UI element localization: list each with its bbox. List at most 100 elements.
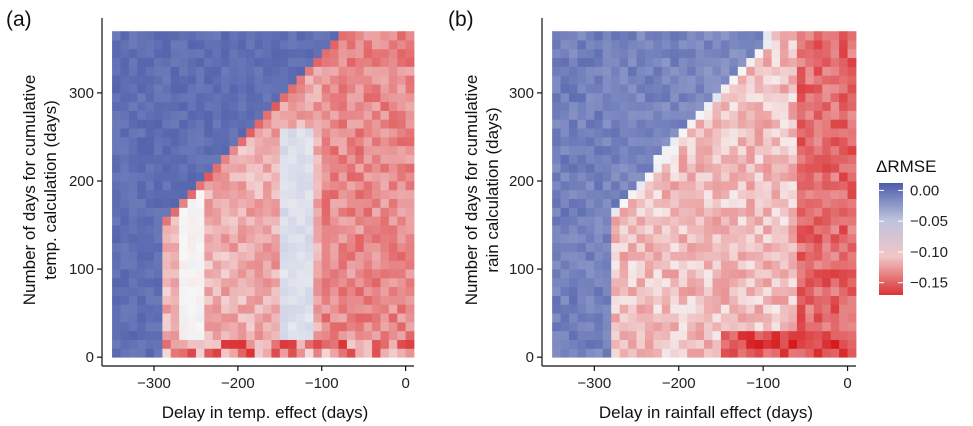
heatmap-cell bbox=[288, 330, 297, 340]
heatmap-cell bbox=[246, 242, 256, 252]
heatmap-cell bbox=[237, 101, 247, 111]
heatmap-cell bbox=[737, 330, 747, 340]
heatmap-cell bbox=[569, 163, 578, 173]
heatmap-cell bbox=[746, 101, 756, 111]
heatmap-cell bbox=[594, 145, 604, 155]
heatmap-cell bbox=[729, 321, 739, 332]
heatmap-cell bbox=[678, 110, 688, 120]
heatmap-cell bbox=[644, 286, 654, 296]
heatmap-cell bbox=[577, 269, 587, 279]
heatmap-cell bbox=[137, 269, 147, 279]
heatmap-cell bbox=[338, 286, 348, 296]
heatmap-cell bbox=[737, 198, 747, 208]
heatmap-cell bbox=[611, 57, 621, 67]
heatmap-cell bbox=[560, 136, 570, 147]
heatmap-cell bbox=[405, 286, 415, 296]
heatmap-cell bbox=[636, 128, 646, 138]
heatmap-cell bbox=[296, 225, 306, 235]
heatmap-cell bbox=[644, 172, 654, 182]
heatmap-cell bbox=[321, 180, 331, 191]
heatmap-cell bbox=[552, 31, 561, 41]
heatmap-cell bbox=[397, 57, 407, 67]
heatmap-cell bbox=[619, 101, 629, 111]
heatmap-cell bbox=[805, 75, 815, 85]
heatmap-cell bbox=[704, 31, 713, 41]
heatmap-cell bbox=[611, 330, 621, 340]
heatmap-cell bbox=[288, 295, 297, 305]
heatmap-cell bbox=[695, 189, 705, 200]
heatmap-cell bbox=[195, 207, 205, 217]
heatmap-cell bbox=[397, 313, 407, 323]
heatmap-cell bbox=[644, 216, 654, 226]
heatmap-cell bbox=[687, 225, 697, 235]
heatmap-cell bbox=[569, 145, 578, 155]
heatmap-cell bbox=[229, 163, 239, 173]
heatmap-cell bbox=[805, 66, 815, 76]
heatmap-cell bbox=[187, 269, 197, 279]
heatmap-cell bbox=[661, 92, 671, 103]
heatmap-cell bbox=[212, 295, 222, 305]
heatmap-cell bbox=[560, 321, 570, 332]
heatmap-cell bbox=[720, 348, 730, 358]
heatmap-cell bbox=[170, 92, 180, 103]
heatmap-cell bbox=[330, 260, 339, 270]
heatmap-cell bbox=[720, 101, 730, 111]
heatmap-cell bbox=[602, 110, 612, 120]
heatmap-cell bbox=[170, 145, 180, 155]
heatmap-cell bbox=[653, 233, 663, 244]
heatmap-cell bbox=[653, 48, 663, 59]
heatmap-cell bbox=[187, 57, 197, 67]
heatmap-cell bbox=[246, 40, 256, 50]
heatmap-cell bbox=[771, 233, 781, 244]
heatmap-cell bbox=[746, 136, 756, 147]
heatmap-cell bbox=[154, 101, 163, 111]
heatmap-cell bbox=[822, 339, 832, 349]
heatmap-cell bbox=[602, 84, 612, 94]
heatmap-cell bbox=[195, 110, 205, 120]
heatmap-cell bbox=[112, 225, 121, 235]
heatmap-cell bbox=[560, 84, 570, 94]
heatmap-cell bbox=[120, 75, 130, 85]
heatmap-cell bbox=[145, 31, 155, 41]
heatmap-cell bbox=[830, 92, 840, 103]
heatmap-cell bbox=[112, 286, 121, 296]
heatmap-cell bbox=[644, 313, 654, 323]
heatmap-cell bbox=[330, 92, 339, 103]
heatmap-cell bbox=[763, 207, 772, 217]
heatmap-cell bbox=[636, 198, 646, 208]
heatmap-cell bbox=[552, 313, 561, 323]
heatmap-cell bbox=[179, 242, 188, 252]
heatmap-cell bbox=[137, 110, 147, 120]
heatmap-cell bbox=[372, 119, 381, 129]
heatmap-cell bbox=[237, 330, 247, 340]
heatmap-cell bbox=[263, 304, 272, 314]
heatmap-cell bbox=[644, 207, 654, 217]
heatmap-cell bbox=[569, 286, 578, 296]
heatmap-cell bbox=[246, 225, 256, 235]
heatmap-cell bbox=[397, 136, 407, 147]
heatmap-cell bbox=[746, 40, 756, 50]
heatmap-cell bbox=[780, 277, 789, 288]
heatmap-cell bbox=[254, 330, 264, 340]
legend-tick-label: −0.15 bbox=[910, 275, 948, 292]
heatmap-cell bbox=[380, 75, 390, 85]
heatmap-cell bbox=[195, 260, 205, 270]
heatmap-cell bbox=[729, 207, 739, 217]
heatmap-cell bbox=[830, 198, 840, 208]
heatmap-cell bbox=[355, 207, 365, 217]
heatmap-cell bbox=[405, 31, 415, 41]
heatmap-cell bbox=[737, 189, 747, 200]
heatmap-cell bbox=[611, 75, 621, 85]
heatmap-cell bbox=[687, 92, 697, 103]
heatmap-cell bbox=[330, 136, 339, 147]
heatmap-cell bbox=[661, 321, 671, 332]
heatmap-cell bbox=[263, 145, 272, 155]
heatmap-cell bbox=[288, 233, 297, 244]
heatmap-cell bbox=[712, 101, 722, 111]
heatmap-cell bbox=[780, 321, 789, 332]
heatmap-cell bbox=[263, 216, 272, 226]
heatmap-cell bbox=[678, 75, 688, 85]
heatmap-cell bbox=[569, 225, 578, 235]
heatmap-cell bbox=[687, 145, 697, 155]
heatmap-cell bbox=[380, 110, 390, 120]
